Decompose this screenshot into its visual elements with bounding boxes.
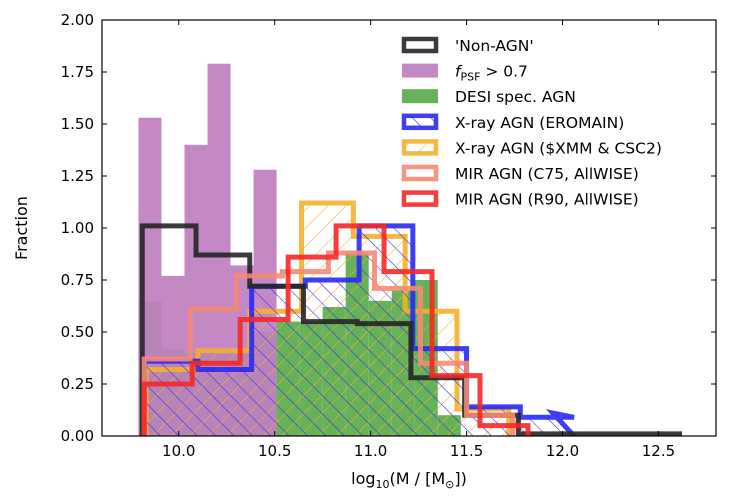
legend-item-xray-eromain: X-ray AGN (EROMAIN) (401, 113, 624, 132)
x-axis-label: log10(M / [M⊙]) (351, 469, 467, 491)
legend-swatch (401, 190, 439, 207)
mir-r90-outline (141, 223, 531, 436)
legend: 'Non-AGN' fPSF > 0.7 DESI spec. AGN X-ray A… (401, 36, 662, 209)
x-tick-label: 10.0 (162, 442, 195, 460)
legend-item-non-agn: 'Non-AGN' (401, 36, 534, 55)
mir-c75-series (141, 250, 516, 436)
legend-label: MIR AGN (C75, AllWISE) (455, 165, 639, 183)
legend-swatch (401, 164, 439, 182)
y-tick-label: 0.50 (61, 323, 94, 341)
y-tick-label: 1.50 (61, 115, 94, 133)
plot-area (138, 63, 683, 436)
y-tick-label: 1.00 (61, 219, 94, 237)
y-axis-label: Fraction (12, 196, 31, 260)
legend-item-fpsf-gt-07: fPSF > 0.7 (402, 63, 528, 84)
x-tick-label: 11.0 (354, 442, 387, 460)
y-tick-label: 0.00 (61, 427, 94, 445)
non-agn-outline (139, 223, 683, 436)
legend-item-xray-xmm-csc2: X-ray AGN ($XMM & CSC2) (401, 139, 662, 157)
mir-r90-series (141, 223, 531, 436)
legend-swatch (401, 36, 439, 54)
y-tick-label: 0.25 (61, 375, 94, 393)
x-tick-label: 12.0 (546, 442, 579, 460)
legend-label: X-ray AGN ($XMM & CSC2) (455, 139, 662, 157)
legend-label: X-ray AGN (EROMAIN) (455, 114, 624, 132)
mir-c75-outline (141, 250, 516, 436)
y-tick-label: 1.75 (61, 63, 94, 81)
legend-label: 'Non-AGN' (455, 37, 534, 55)
y-tick-label: 2.00 (61, 11, 94, 29)
legend-item-mir-c75: MIR AGN (C75, AllWISE) (401, 164, 639, 183)
legend-label: fPSF > 0.7 (455, 63, 528, 84)
axes: 10.0 10.5 11.0 11.5 12.0 12.5 0.00 0.25 0.50 0.75… (61, 11, 717, 460)
y-tick-label: 1.25 (61, 167, 94, 185)
legend-item-desi-spec-agn: DESI spec. AGN (402, 88, 576, 106)
x-tick-label: 12.5 (642, 442, 675, 460)
legend-swatch (401, 139, 439, 156)
x-tick-label: 10.5 (258, 442, 291, 460)
x-tick-label: 11.5 (450, 442, 483, 460)
legend-label: DESI spec. AGN (455, 88, 576, 106)
y-tick-label: 0.75 (61, 271, 94, 289)
legend-swatch (402, 63, 438, 78)
legend-item-mir-r90: MIR AGN (R90, AllWISE) (401, 190, 639, 209)
fpsf-gt-07-bar (207, 63, 231, 436)
legend-swatch (401, 113, 439, 131)
non-agn-series (139, 223, 683, 436)
legend-label: MIR AGN (R90, AllWISE) (455, 191, 639, 209)
legend-swatch (402, 89, 438, 104)
